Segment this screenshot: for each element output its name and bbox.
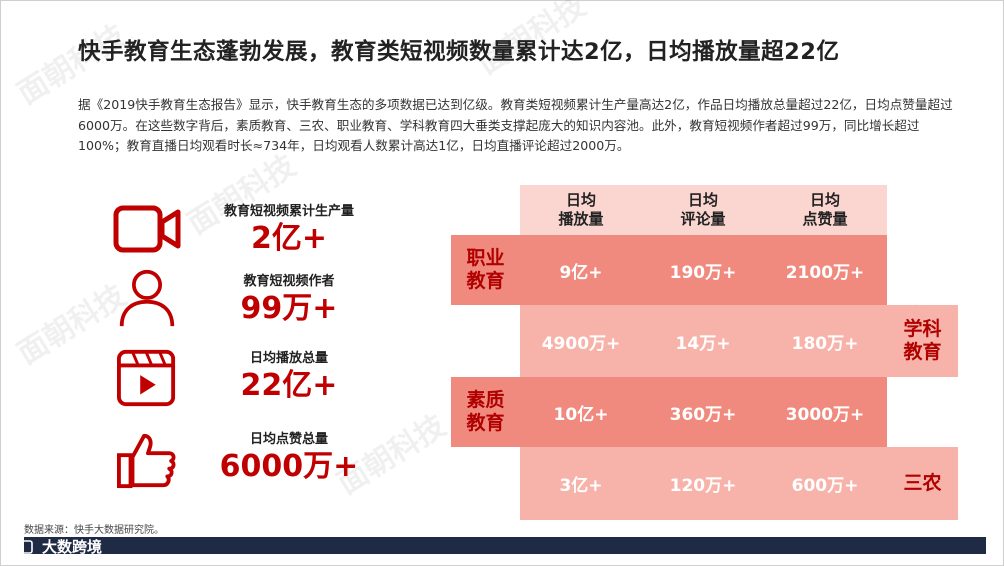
video-camera-icon xyxy=(113,205,181,253)
table-row xyxy=(520,305,958,377)
stat-value: 22亿+ xyxy=(240,368,338,403)
video-play-icon xyxy=(117,349,176,407)
row-label-line: 职业 xyxy=(466,247,505,269)
row-label: 职业 教育 xyxy=(451,235,520,305)
header-line: 日均 xyxy=(565,191,596,209)
stat-label: 教育短视频累计生产量 xyxy=(223,204,354,219)
stat-value: 6000万+ xyxy=(219,449,359,484)
table-header-plays: 日均 播放量 xyxy=(520,186,642,234)
body-paragraph: 据《2019快手教育生态报告》显示，快手教育生态的多项数据已达到亿级。教育类短视… xyxy=(78,97,953,153)
table-cell: 180万+ xyxy=(791,333,859,354)
table-cell: 3000万+ xyxy=(785,404,865,425)
brand-mark-icon xyxy=(8,539,33,554)
row-label-line: 教育 xyxy=(466,412,505,434)
table-cell: 360万+ xyxy=(669,404,737,425)
table-header-comments: 日均 评论量 xyxy=(642,186,764,234)
stat-plays: 日均播放总量 22亿+ xyxy=(184,350,394,404)
header-line: 日均 xyxy=(687,191,718,209)
table-cell: 3亿+ xyxy=(559,476,603,496)
source-note: 数据来源：快手大数据研究院。 xyxy=(24,525,164,536)
table-row xyxy=(451,235,887,305)
stat-authors: 教育短视频作者 99万+ xyxy=(184,273,394,327)
thumbs-up-icon xyxy=(117,433,176,489)
stat-production: 教育短视频累计生产量 2亿+ xyxy=(184,203,394,257)
header-line: 日均 xyxy=(809,191,840,209)
header-line: 点赞量 xyxy=(802,210,848,228)
row-label: 学科 教育 xyxy=(887,305,958,377)
table-cell: 9亿+ xyxy=(559,262,603,283)
row-label: 三农 xyxy=(887,447,958,520)
table-row xyxy=(520,447,958,520)
table-cell: 2100万+ xyxy=(785,262,865,283)
footer-bar xyxy=(24,537,986,554)
row-label-line: 素质 xyxy=(466,389,505,411)
stat-label: 日均点赞总量 xyxy=(249,432,328,447)
row-label: 素质 教育 xyxy=(451,377,520,447)
table-cell: 120万+ xyxy=(669,476,737,496)
stat-label: 日均播放总量 xyxy=(249,351,328,366)
header-line: 评论量 xyxy=(680,210,726,228)
row-label-line: 三农 xyxy=(903,472,942,494)
person-icon xyxy=(119,269,175,327)
stat-label: 教育短视频作者 xyxy=(243,274,335,289)
stat-likes: 日均点赞总量 6000万+ xyxy=(184,431,394,485)
header-line: 播放量 xyxy=(558,210,604,228)
brand-name: 大数跨境 xyxy=(42,538,103,556)
brand-logo: 大数跨境 xyxy=(8,536,102,557)
table-row xyxy=(451,377,887,447)
table-cell: 190万+ xyxy=(669,262,737,283)
row-label-line: 教育 xyxy=(903,341,942,363)
row-label-line: 学科 xyxy=(903,318,942,340)
table-header-likes: 日均 点赞量 xyxy=(764,186,886,234)
table-cell: 10亿+ xyxy=(553,404,609,425)
table-cell: 4900万+ xyxy=(541,333,621,354)
table-cell: 14万+ xyxy=(675,333,731,354)
row-label-line: 教育 xyxy=(466,270,505,292)
page-title: 快手教育生态蓬勃发展，教育类短视频数量累计达2亿，日均播放量超22亿 xyxy=(78,39,840,65)
table-header-bg xyxy=(520,185,887,235)
stat-value: 2亿+ xyxy=(250,221,327,256)
stat-value: 99万+ xyxy=(240,291,338,326)
table-cell: 600万+ xyxy=(791,476,859,496)
